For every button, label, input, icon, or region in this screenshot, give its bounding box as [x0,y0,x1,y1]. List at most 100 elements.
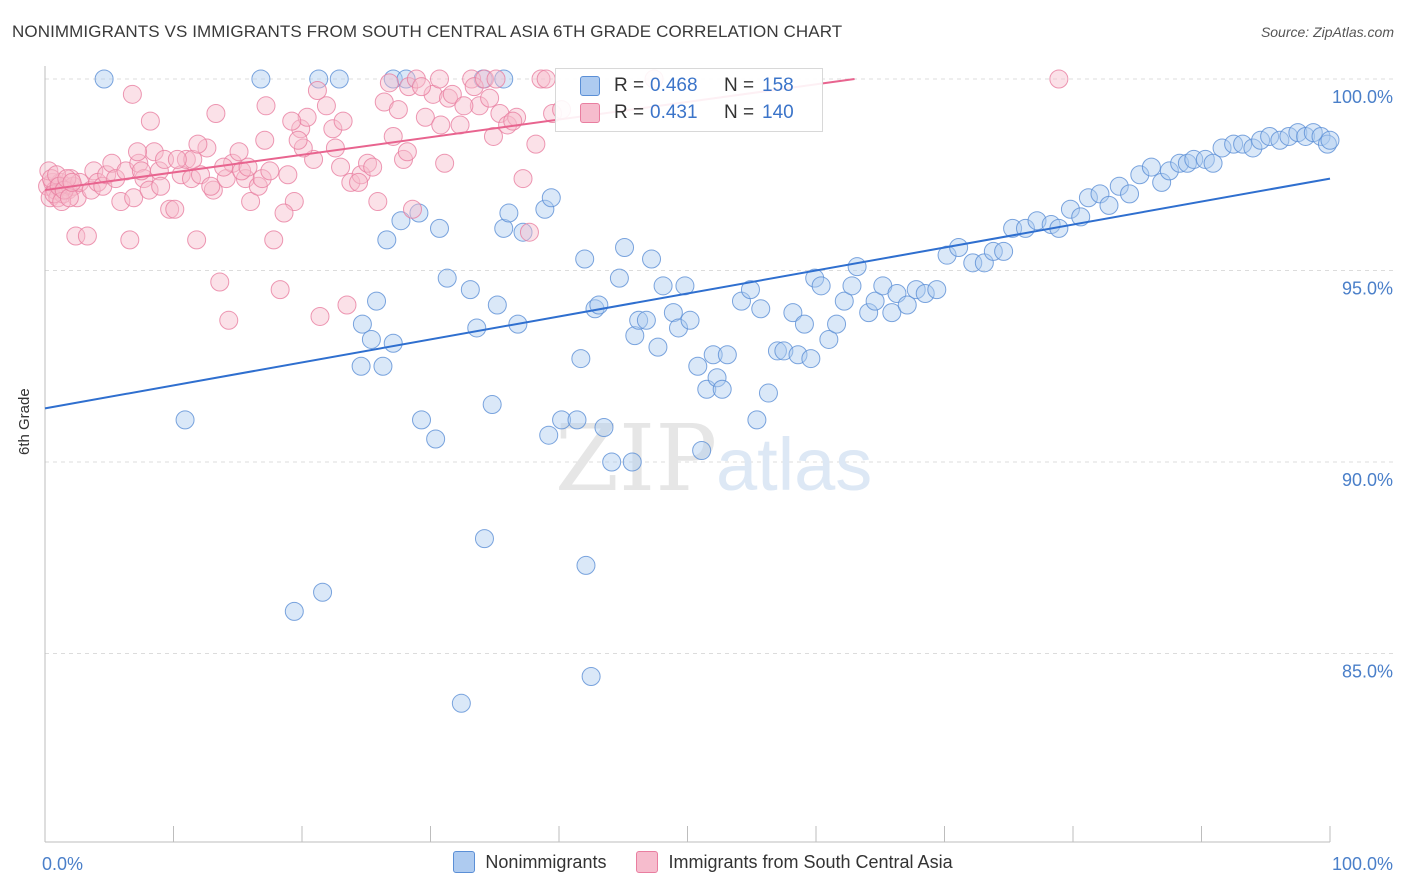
stats-r-value: 0.468 [650,75,698,96]
nonimmigrant-point [609,268,629,288]
nonimmigrant-point [783,303,803,323]
nonimmigrant-point [758,383,778,403]
immigrant-point [483,126,503,146]
immigrant-point [241,192,261,212]
nonimmigrant-point [949,238,969,258]
nonimmigrant-point [487,295,507,315]
immigrant-point [536,69,556,89]
nonimmigrant-point [622,452,642,472]
nonimmigrant-point [1212,138,1232,158]
y-tick-label: 85.0% [1342,662,1393,682]
legend-item-immigrants[interactable]: Immigrants from South Central Asia [636,851,953,873]
nonimmigrant-point [819,329,839,349]
immigrant-point [435,153,455,173]
immigrant-point [62,172,82,192]
immigrant-point [264,230,284,250]
nonimmigrant-point [552,410,572,430]
immigrant-point [388,100,408,120]
stats-box: R = 0.468 N = 158 R = 0.431 N = 140 [555,68,823,132]
nonimmigrant-point [1027,211,1047,231]
immigrant-point [310,306,330,326]
immigrant-point [333,111,353,131]
nonimmigrant-point [494,69,514,89]
immigrant-point [122,84,142,104]
nonimmigrant-point [1141,157,1161,177]
immigrant-point [474,69,494,89]
nonimmigrant-point [801,349,821,369]
nonimmigrant-point [535,199,555,219]
y-tick-label: 90.0% [1342,470,1393,490]
immigrant-point [59,188,79,208]
nonimmigrant-point [994,241,1014,261]
nonimmigrant-point [927,280,947,300]
immigrant-point [140,111,160,131]
stats-swatch-pink [580,103,600,123]
series-nonimmigrants-points [94,69,1340,713]
immigrant-point [183,149,203,169]
nonimmigrant-point [1243,138,1263,158]
legend-label: Nonimmigrants [485,851,607,872]
immigrant-point [252,169,272,189]
immigrant-point [66,226,86,246]
nonimmigrant-point [680,310,700,330]
watermark-zip: ZIP [555,405,717,512]
nonimmigrant-point [740,280,760,300]
nonimmigrant-point [1203,153,1223,173]
stats-n-label: N = [724,102,755,123]
nonimmigrant-point [1152,172,1172,192]
nonimmigrant-point [712,379,732,399]
nonimmigrant-point [367,291,387,311]
immigrant-point [325,138,345,158]
immigrant-point [469,96,489,116]
immigrant-point [379,73,399,93]
nonimmigrant-point [1109,176,1129,196]
immigrant-point [397,142,417,162]
nonimmigrant-point [576,555,596,575]
stats-row-nonimmigrants: R = 0.468 N = 158 [556,73,822,99]
immigrant-point [229,142,249,162]
stats-n-value: 140 [762,102,794,123]
legend: Nonimmigrants Immigrants from South Cent… [0,851,1406,873]
nonimmigrant-point [467,318,487,338]
nonimmigrant-point [594,418,614,438]
nonimmigrant-point [1260,126,1280,146]
nonimmigrant-point [94,69,114,89]
immigrant-point [429,69,449,89]
immigrant-point [438,88,458,108]
nonimmigrant-point [351,356,371,376]
nonimmigrant-point [827,314,847,334]
immigrant-point [167,149,187,169]
nonimmigrant-point [774,341,794,361]
nonimmigrant-point [571,349,591,369]
immigrant-point [486,69,506,89]
nonimmigrant-point [751,299,771,319]
immigrant-point [307,80,327,100]
immigrant-point [431,115,451,135]
stats-r-label: R = [614,102,645,123]
nonimmigrant-point [636,310,656,330]
immigrant-point [415,107,435,127]
immigrant-point [363,157,383,177]
nonimmigrant-point [811,276,831,296]
stats-n-label: N = [724,75,755,96]
immigrant-point [128,142,148,162]
immigrant-point [210,272,230,292]
legend-swatch-pink [636,851,659,873]
immigrant-point [341,172,361,192]
nonimmigrant-point [494,218,514,238]
immigrant-point [139,180,159,200]
immigrant-point [81,180,101,200]
nonimmigrant-point [361,329,381,349]
nonimmigrant-point [1159,161,1179,181]
nonimmigrant-point [983,241,1003,261]
nonimmigrant-point [963,253,983,273]
immigrant-point [188,134,208,154]
nonimmigrant-point [460,280,480,300]
nonimmigrant-point [747,410,767,430]
nonimmigrant-point [383,333,403,353]
nonimmigrant-point [1184,149,1204,169]
immigrant-point [41,169,61,189]
immigrant-point [442,84,462,104]
legend-item-nonimmigrants[interactable]: Nonimmigrants [453,851,606,873]
